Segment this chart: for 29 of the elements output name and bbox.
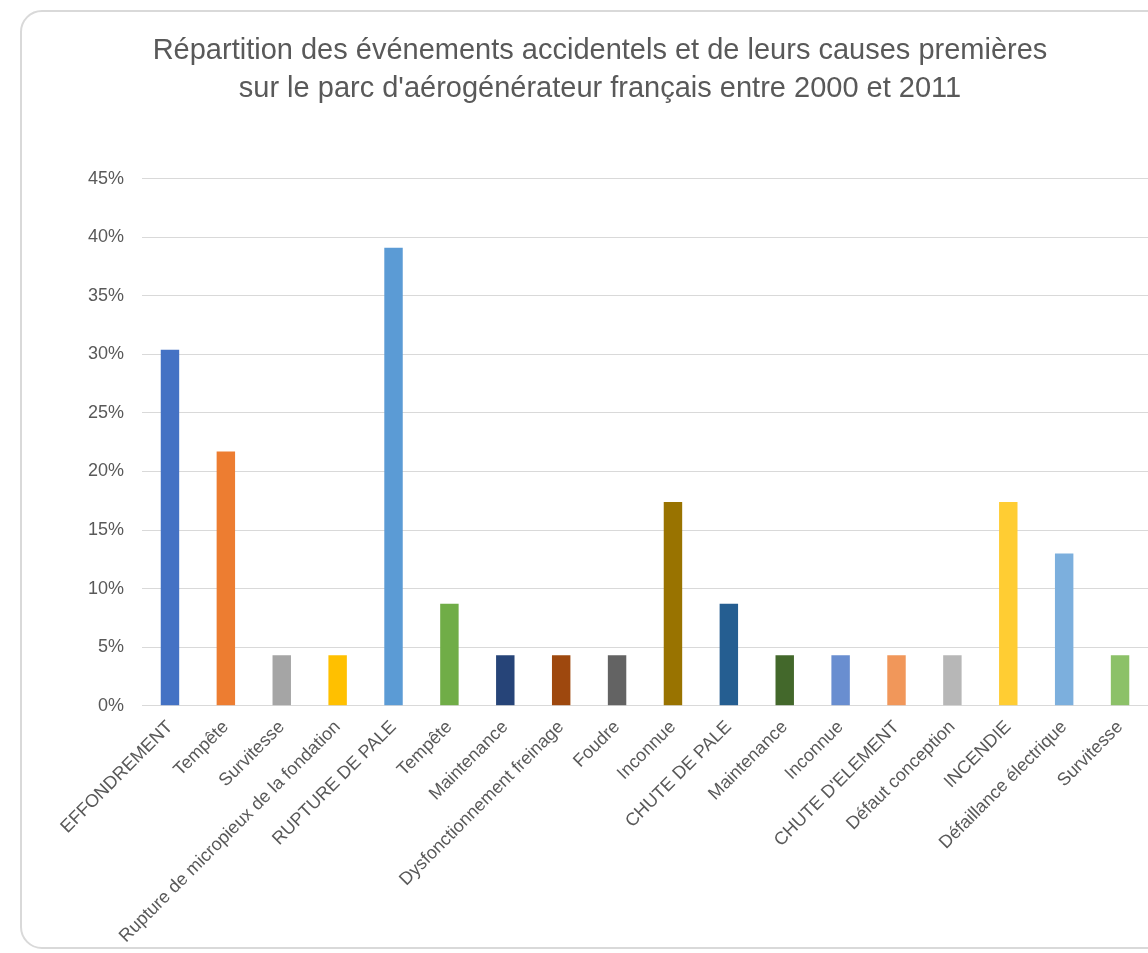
bar: [328, 655, 347, 706]
bar: [496, 655, 515, 706]
y-tick-label: 5%: [98, 636, 125, 657]
bar: [943, 655, 962, 706]
y-tick-label: 30%: [88, 343, 125, 364]
y-tick-label: 35%: [88, 284, 125, 305]
chart-title: Répartition des événements accidentels et de leurs causes premières sur le parc d'aérogénérateur français entre 2000 et 2011: [151, 32, 1049, 105]
bar: [663, 501, 683, 706]
y-tick-label: 10%: [88, 577, 125, 598]
bar: [1054, 553, 1074, 706]
y-tick-label: 25%: [88, 401, 125, 422]
bar: [384, 247, 403, 706]
bar: [999, 501, 1018, 706]
bar: [887, 655, 906, 706]
y-tick-label: 15%: [88, 518, 125, 539]
y-tick-label: 20%: [88, 460, 125, 481]
bar: [607, 655, 627, 706]
y-tick-label: 0%: [98, 694, 125, 715]
y-tick-label: 45%: [88, 167, 125, 188]
bar: [272, 655, 291, 706]
bar: [775, 655, 794, 706]
bar: [440, 603, 459, 706]
bar: [160, 349, 180, 706]
bar: [831, 655, 850, 706]
y-tick-label: 40%: [88, 226, 125, 247]
bar: [216, 451, 236, 706]
bar: [1110, 655, 1130, 706]
bar: [551, 655, 571, 706]
bar: [719, 603, 739, 706]
